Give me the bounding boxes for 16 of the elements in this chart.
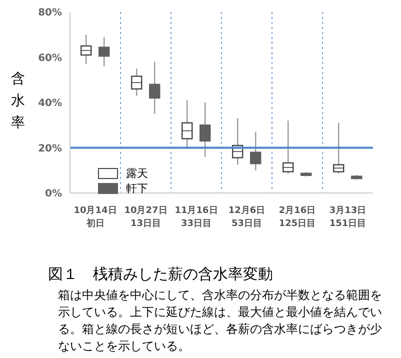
- x-tick-label: 11月16日33日目: [174, 205, 218, 229]
- x-tick-label: 2月16日125日目: [278, 205, 316, 229]
- text: 箱は中央値を中心にして、含水率の分布が半数となる範囲を示している。上下に延びた線は、最大値と最小値を結んでいる。箱と線の長さが短いほど、各薪の含水率にばらつきが少ないことを示している。: [58, 287, 383, 355]
- y-tick-label: 20%: [38, 143, 62, 154]
- y-axis-title: 含水率: [10, 70, 26, 133]
- y-tick-label: 80%: [38, 8, 62, 19]
- x-tick-label: 3月13日151日目: [329, 205, 366, 229]
- y-tick-label: 40%: [38, 98, 62, 110]
- text: 図１ 桟積みした薪の含水率変動: [48, 265, 274, 284]
- legend-label: 軒下: [126, 181, 148, 196]
- x-tick-label: 10月14日初日: [74, 205, 117, 229]
- y-tick-label: 60%: [38, 52, 62, 64]
- y-tick-label: 0%: [45, 188, 62, 200]
- legend-label: 露天: [126, 166, 148, 181]
- x-tick-label: 12月6日53日目: [228, 205, 266, 229]
- x-tick-label: 10月27日13日目: [124, 205, 168, 229]
